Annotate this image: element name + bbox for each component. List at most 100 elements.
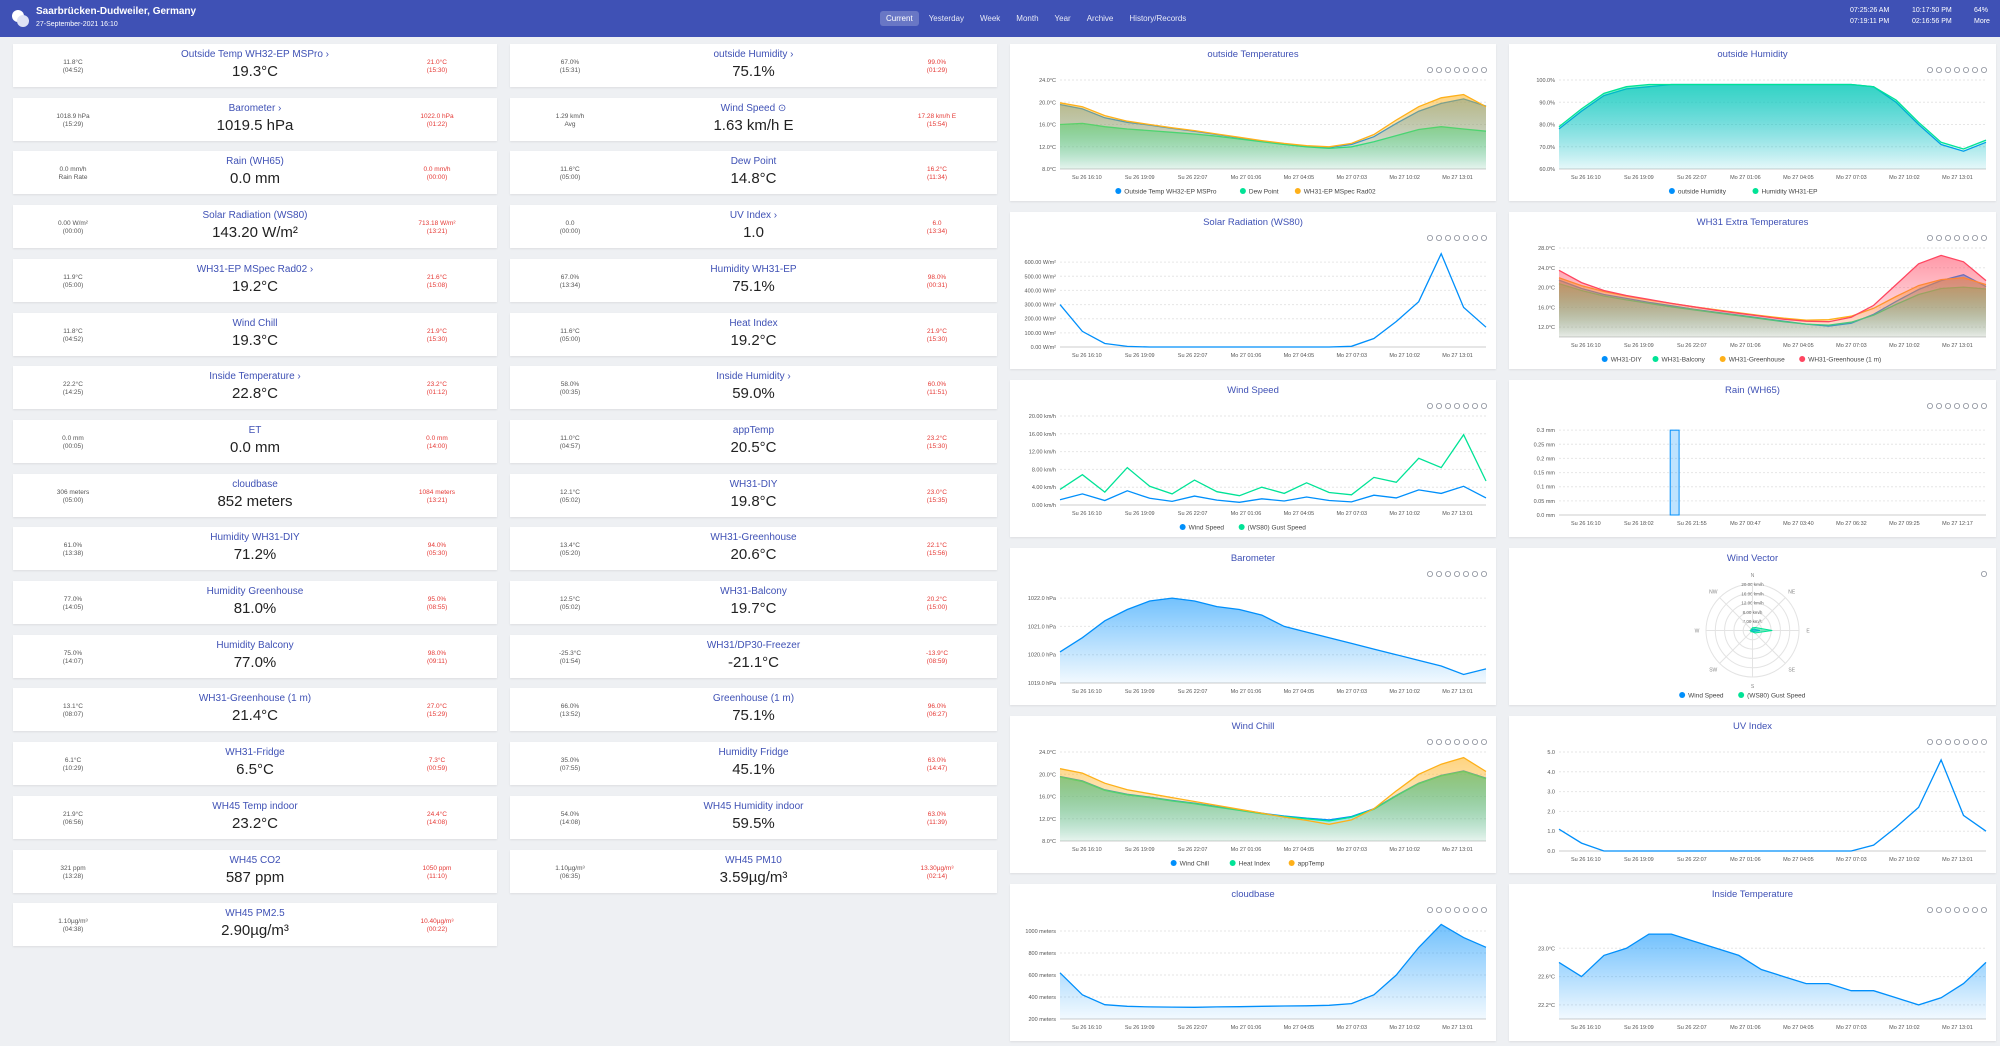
nav-item[interactable]: Month xyxy=(1016,14,1039,23)
toolbar-icon[interactable] xyxy=(1971,234,1978,241)
toolbar-icon[interactable] xyxy=(1980,234,1987,241)
toolbar-icon[interactable] xyxy=(1971,402,1978,409)
card-title[interactable]: Humidity Greenhouse xyxy=(206,586,304,597)
toolbar-icon[interactable] xyxy=(1435,738,1442,745)
toolbar-icon[interactable] xyxy=(1926,738,1933,745)
toolbar-icon[interactable] xyxy=(1980,402,1987,409)
toolbar-icon[interactable] xyxy=(1971,66,1978,73)
card-title[interactable]: cloudbase xyxy=(232,478,278,490)
toolbar-icon[interactable] xyxy=(1435,234,1442,241)
card-title[interactable]: Barometer › xyxy=(228,102,282,114)
nav-item[interactable]: Archive xyxy=(1086,14,1114,23)
toolbar-icon[interactable] xyxy=(1462,738,1469,745)
card-title[interactable]: Rain (WH65) xyxy=(226,156,284,168)
card-title[interactable]: Heat Index xyxy=(729,317,778,329)
toolbar-icon[interactable] xyxy=(1944,234,1951,241)
card-title[interactable]: WH31-Balcony xyxy=(720,586,787,597)
toolbar-icon[interactable] xyxy=(1444,738,1451,745)
toolbar-icon[interactable] xyxy=(1444,234,1451,241)
card-title[interactable]: Wind Chill xyxy=(232,317,278,329)
card-title[interactable]: WH45 Temp indoor xyxy=(212,800,298,812)
toolbar-icon[interactable] xyxy=(1480,906,1487,913)
toolbar-icon[interactable] xyxy=(1453,570,1460,577)
toolbar-icon[interactable] xyxy=(1935,66,1942,73)
toolbar-icon[interactable] xyxy=(1444,402,1451,409)
toolbar-icon[interactable] xyxy=(1953,402,1960,409)
toolbar-icon[interactable] xyxy=(1480,570,1487,577)
toolbar-icon[interactable] xyxy=(1480,66,1487,73)
toolbar-icon[interactable] xyxy=(1471,906,1478,913)
toolbar-icon[interactable] xyxy=(1426,66,1433,73)
toolbar-icon[interactable] xyxy=(1953,906,1960,913)
toolbar-icon[interactable] xyxy=(1471,234,1478,241)
toolbar-icon[interactable] xyxy=(1962,234,1969,241)
toolbar-icon[interactable] xyxy=(1471,570,1478,577)
toolbar-icon[interactable] xyxy=(1462,570,1469,577)
card-title[interactable]: WH45 CO2 xyxy=(229,854,281,866)
toolbar-icon[interactable] xyxy=(1935,906,1942,913)
toolbar-icon[interactable] xyxy=(1962,66,1969,73)
toolbar-icon[interactable] xyxy=(1462,906,1469,913)
toolbar-icon[interactable] xyxy=(1971,906,1978,913)
toolbar-icon[interactable] xyxy=(1435,570,1442,577)
toolbar-icon[interactable] xyxy=(1435,402,1442,409)
card-title[interactable]: Humidity Balcony xyxy=(216,639,294,651)
card-title[interactable]: Outside Temp WH32-EP MSPro › xyxy=(180,49,329,60)
toolbar-icon[interactable] xyxy=(1926,234,1933,241)
toolbar-icon[interactable] xyxy=(1435,66,1442,73)
toolbar-icon[interactable] xyxy=(1935,738,1942,745)
toolbar-icon[interactable] xyxy=(1962,906,1969,913)
nav-item[interactable]: History/Records xyxy=(1129,14,1187,23)
toolbar-icon[interactable] xyxy=(1926,66,1933,73)
toolbar-icon[interactable] xyxy=(1944,738,1951,745)
card-title[interactable]: WH31/DP30-Freezer xyxy=(706,639,801,651)
toolbar-icon[interactable] xyxy=(1462,402,1469,409)
toolbar-icon[interactable] xyxy=(1471,402,1478,409)
toolbar-icon[interactable] xyxy=(1944,66,1951,73)
toolbar-icon[interactable] xyxy=(1953,66,1960,73)
card-title[interactable]: appTemp xyxy=(732,424,775,436)
card-title[interactable]: outside Humidity › xyxy=(713,49,794,60)
card-title[interactable]: Wind Speed ⊙ xyxy=(720,102,787,114)
toolbar-icon[interactable] xyxy=(1935,402,1942,409)
toolbar-icon[interactable] xyxy=(1426,570,1433,577)
toolbar-icon[interactable] xyxy=(1426,738,1433,745)
card-title[interactable]: Humidity WH31-DIY xyxy=(210,532,300,544)
toolbar-icon[interactable] xyxy=(1426,234,1433,241)
card-title[interactable]: Inside Humidity › xyxy=(716,371,791,383)
card-title[interactable]: WH31-EP MSpec Rad02 › xyxy=(196,263,314,275)
toolbar-icon[interactable] xyxy=(1453,66,1460,73)
card-title[interactable]: ET xyxy=(248,424,262,436)
card-title[interactable]: Humidity Fridge xyxy=(718,747,789,759)
toolbar-icon[interactable] xyxy=(1980,66,1987,73)
card-title[interactable]: WH45 PM2.5 xyxy=(225,908,285,920)
toolbar-icon[interactable] xyxy=(1980,906,1987,913)
card-title[interactable]: WH31-Fridge xyxy=(225,747,285,759)
card-title[interactable]: Greenhouse (1 m) xyxy=(712,693,795,705)
toolbar-icon[interactable] xyxy=(1435,906,1442,913)
nav-item[interactable]: Current xyxy=(880,11,919,26)
toolbar-icon[interactable] xyxy=(1962,402,1969,409)
toolbar-icon[interactable] xyxy=(1471,738,1478,745)
card-title[interactable]: UV Index › xyxy=(729,210,778,222)
toolbar-icon[interactable] xyxy=(1462,234,1469,241)
card-title[interactable]: WH31-DIY xyxy=(729,478,778,490)
toolbar-icon[interactable] xyxy=(1453,906,1460,913)
toolbar-icon[interactable] xyxy=(1444,66,1451,73)
toolbar-icon[interactable] xyxy=(1462,66,1469,73)
toolbar-icon[interactable] xyxy=(1453,234,1460,241)
toolbar-icon[interactable] xyxy=(1944,906,1951,913)
card-title[interactable]: WH45 PM10 xyxy=(725,854,782,866)
toolbar-icon[interactable] xyxy=(1980,738,1987,745)
toolbar-icon[interactable] xyxy=(1953,738,1960,745)
card-title[interactable]: Humidity WH31-EP xyxy=(710,263,797,275)
toolbar-icon[interactable] xyxy=(1444,906,1451,913)
card-title[interactable]: Inside Temperature › xyxy=(209,371,301,383)
info-item[interactable]: More xyxy=(1974,18,1990,25)
toolbar-icon[interactable] xyxy=(1480,402,1487,409)
nav-item[interactable]: Week xyxy=(979,14,1001,23)
toolbar-icon[interactable] xyxy=(1944,402,1951,409)
toolbar-icon[interactable] xyxy=(1962,738,1969,745)
card-title[interactable]: Dew Point xyxy=(730,156,777,168)
toolbar-icon[interactable] xyxy=(1926,906,1933,913)
